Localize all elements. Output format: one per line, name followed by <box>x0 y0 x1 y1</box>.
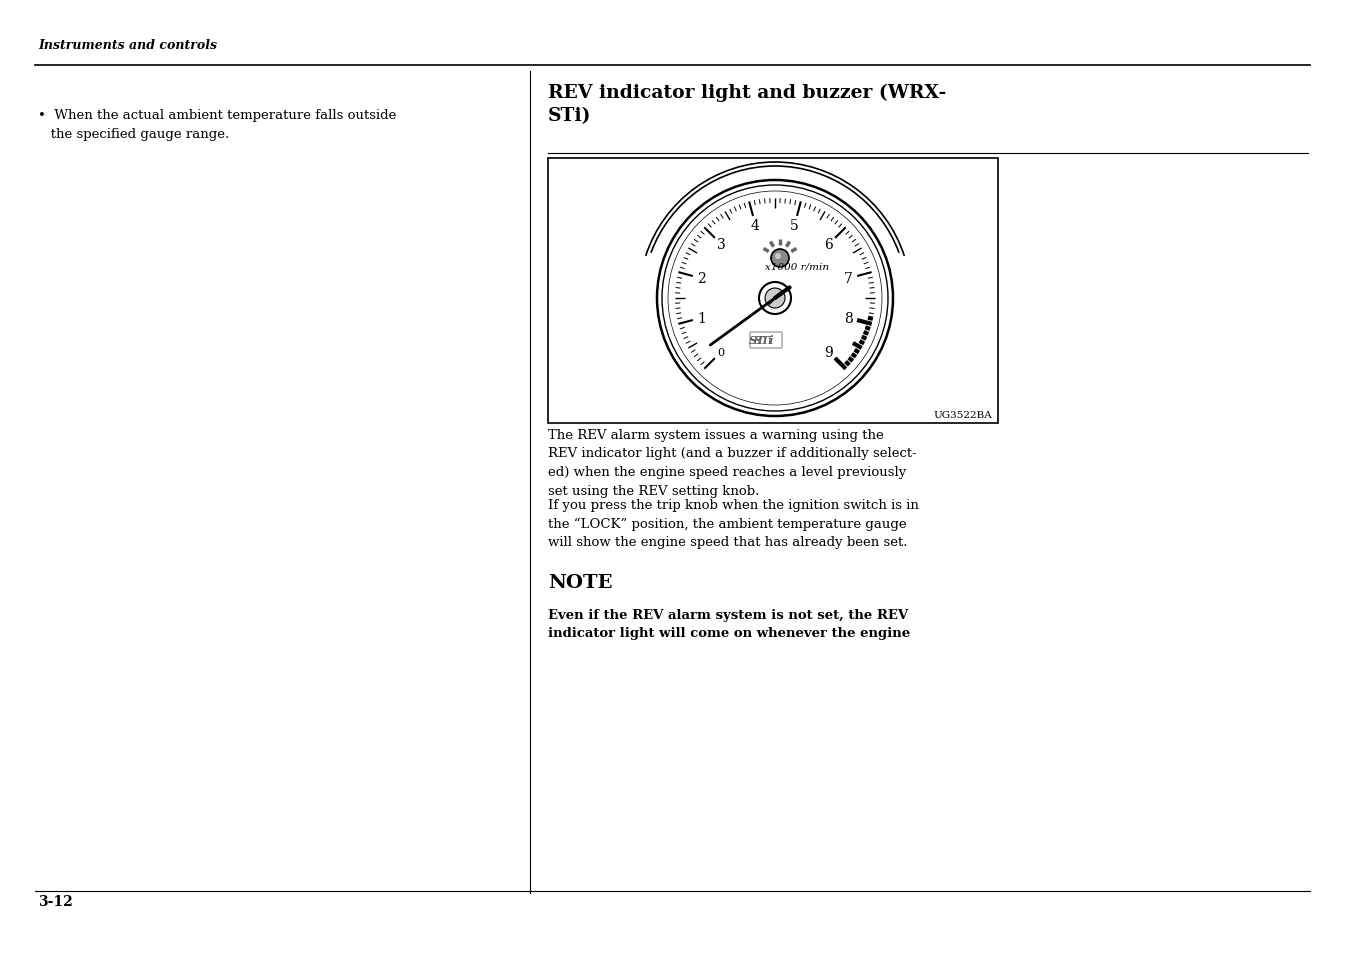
Circle shape <box>771 250 789 268</box>
Bar <box>548 159 997 423</box>
Text: The REV alarm system issues a warning using the
REV indicator light (and a buzze: The REV alarm system issues a warning us… <box>548 429 917 497</box>
Text: 0: 0 <box>717 348 725 357</box>
Text: •  When the actual ambient temperature falls outside
   the specified gauge rang: • When the actual ambient temperature fa… <box>38 109 396 141</box>
Text: x1000 r/min: x1000 r/min <box>765 262 829 272</box>
Text: 3: 3 <box>717 238 725 252</box>
Text: 2: 2 <box>697 272 705 286</box>
Text: 7: 7 <box>844 272 853 286</box>
Text: STi: STi <box>754 335 774 346</box>
Circle shape <box>775 253 781 260</box>
Text: 5: 5 <box>790 218 800 233</box>
Circle shape <box>759 283 791 314</box>
Text: Instruments and controls: Instruments and controls <box>38 39 217 52</box>
Circle shape <box>765 289 785 309</box>
Text: 8: 8 <box>844 312 853 325</box>
Text: 9: 9 <box>824 345 833 359</box>
Text: UG3522BA: UG3522BA <box>933 411 992 419</box>
Text: 4: 4 <box>751 218 759 233</box>
Text: ST: ST <box>748 335 765 346</box>
Text: NOTE: NOTE <box>548 574 612 592</box>
Text: 6: 6 <box>824 238 833 252</box>
Text: Even if the REV alarm system is not set, the REV
indicator light will come on wh: Even if the REV alarm system is not set,… <box>548 608 910 639</box>
FancyBboxPatch shape <box>750 333 782 349</box>
Text: i: i <box>767 335 770 346</box>
Text: REV indicator light and buzzer (WRX-
STi): REV indicator light and buzzer (WRX- STi… <box>548 84 946 125</box>
Text: 1: 1 <box>697 312 707 325</box>
Text: 3-12: 3-12 <box>38 894 73 908</box>
Text: If you press the trip knob when the ignition switch is in
the “LOCK” position, t: If you press the trip knob when the igni… <box>548 498 919 549</box>
